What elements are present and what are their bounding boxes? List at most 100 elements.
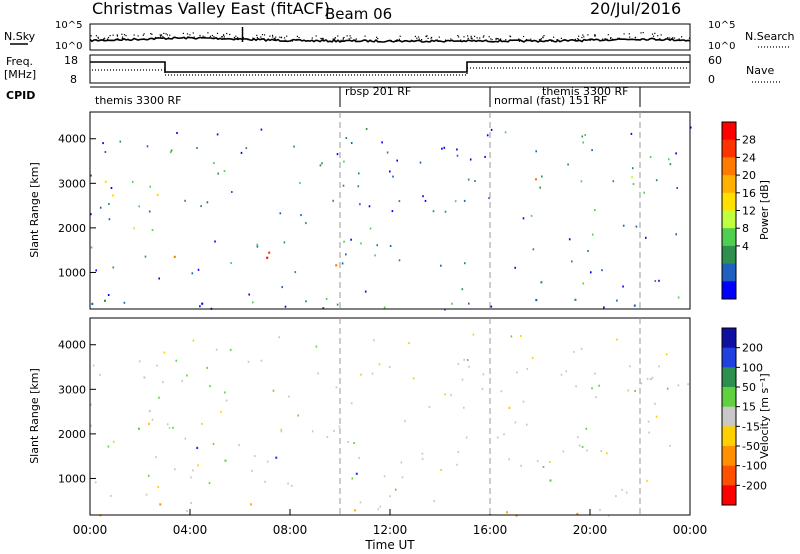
- power-cell: [669, 163, 672, 166]
- vel-cell: [162, 381, 164, 384]
- nsearch-point: [467, 39, 469, 42]
- vel-cell: [658, 365, 660, 368]
- vel-cell: [461, 378, 464, 381]
- colorbar-segment: [722, 122, 736, 141]
- colorbar-tick-label: 20: [742, 169, 756, 182]
- power-cell: [386, 151, 389, 154]
- nsearch-point: [666, 38, 668, 40]
- vel-cell: [549, 479, 552, 482]
- vel-cell: [677, 384, 680, 387]
- power-cell: [581, 135, 584, 138]
- nsearch-point: [610, 37, 612, 39]
- power-cell: [668, 158, 670, 161]
- power-cell: [444, 308, 446, 311]
- nsearch-point: [560, 37, 562, 39]
- velocity-yaxis: 1000 2000 3000 4000: [58, 339, 96, 485]
- nsearch-point: [247, 39, 249, 41]
- nsearch-point: [154, 36, 156, 39]
- vel-cell: [616, 338, 618, 341]
- nsearch-point: [577, 38, 579, 40]
- ytick-label: 4000: [58, 133, 86, 146]
- nsearch-point: [342, 37, 344, 39]
- power-cell: [104, 299, 106, 302]
- colorbar-tick-label: 28: [742, 134, 756, 147]
- power-cell: [283, 241, 286, 244]
- vel-cell: [647, 420, 650, 423]
- nsearch-point: [450, 38, 452, 40]
- freq-series: [90, 61, 690, 73]
- power-cell: [110, 187, 113, 189]
- nsearch-point: [404, 40, 406, 42]
- power-cell: [345, 253, 347, 256]
- vel-cell: [586, 449, 588, 452]
- vel-cell: [463, 406, 465, 409]
- vel-cell: [433, 500, 435, 503]
- vel-cell: [625, 491, 628, 494]
- nsearch-point: [204, 36, 206, 38]
- nsearch-point: [337, 35, 339, 37]
- nsearch-point: [445, 39, 447, 41]
- nsearch-point: [418, 38, 420, 40]
- nsearch-point: [514, 39, 516, 41]
- power-cell: [381, 141, 383, 144]
- nsearch-point: [160, 34, 162, 37]
- vel-cell: [315, 345, 318, 348]
- vel-cell: [209, 385, 211, 388]
- nsearch-point: [582, 34, 584, 36]
- power-cell: [398, 259, 401, 262]
- vel-cell: [225, 399, 228, 402]
- nave-tick-top: 60: [708, 54, 722, 67]
- vel-cell: [389, 366, 391, 368]
- nsearch-point: [458, 36, 460, 38]
- vel-cell: [615, 495, 617, 498]
- nsearch-tick-top: 10^5: [708, 20, 735, 31]
- nsearch-point: [237, 37, 239, 39]
- power-cell: [398, 200, 401, 203]
- vel-cell: [585, 427, 588, 430]
- power-cell: [268, 251, 271, 254]
- colorbar-segment: [722, 465, 736, 486]
- power-cell: [539, 186, 541, 189]
- vel-cell: [148, 410, 151, 413]
- nsearch-point: [102, 38, 105, 40]
- nsearch-point: [396, 40, 398, 42]
- nsearch-point: [659, 38, 661, 40]
- vel-cell: [379, 505, 382, 508]
- nsearch-point: [221, 36, 224, 38]
- nsearch-point: [296, 35, 298, 37]
- power-cell: [342, 184, 345, 187]
- nsearch-point: [211, 34, 213, 37]
- nsearch-point: [495, 38, 497, 40]
- power-cell: [360, 242, 362, 245]
- vel-cell: [456, 463, 458, 466]
- vel-cell: [481, 387, 484, 390]
- vel-cell: [110, 494, 112, 497]
- nsearch-series: [90, 32, 691, 43]
- vel-cell: [353, 442, 355, 444]
- power-cell: [368, 205, 371, 208]
- colorbar-tick-label: -50: [742, 440, 760, 453]
- vel-cell: [175, 359, 178, 362]
- vel-cell: [595, 396, 597, 399]
- vel-cell: [666, 387, 669, 390]
- nsearch-point: [657, 35, 659, 37]
- nsearch-point: [421, 39, 423, 41]
- xaxis-label: Time UT: [364, 538, 415, 552]
- power-cell: [108, 218, 111, 221]
- vel-cell: [466, 359, 469, 361]
- nsearch-point: [463, 36, 465, 38]
- nsearch-point: [594, 34, 596, 36]
- power-cell: [332, 199, 334, 202]
- nsearch-point: [223, 36, 225, 38]
- nsearch-point: [123, 34, 126, 36]
- power-cell: [176, 132, 178, 134]
- power-cell: [444, 210, 447, 213]
- nsearch-point: [376, 36, 378, 38]
- vel-cell: [196, 446, 199, 449]
- nsearch-point: [345, 40, 347, 42]
- nsearch-point: [113, 39, 115, 41]
- vel-cell: [317, 372, 319, 375]
- cpid-segment-2: rbsp 201 RF: [345, 85, 411, 98]
- colorbar-segment: [722, 157, 736, 176]
- nsearch-point: [414, 35, 416, 37]
